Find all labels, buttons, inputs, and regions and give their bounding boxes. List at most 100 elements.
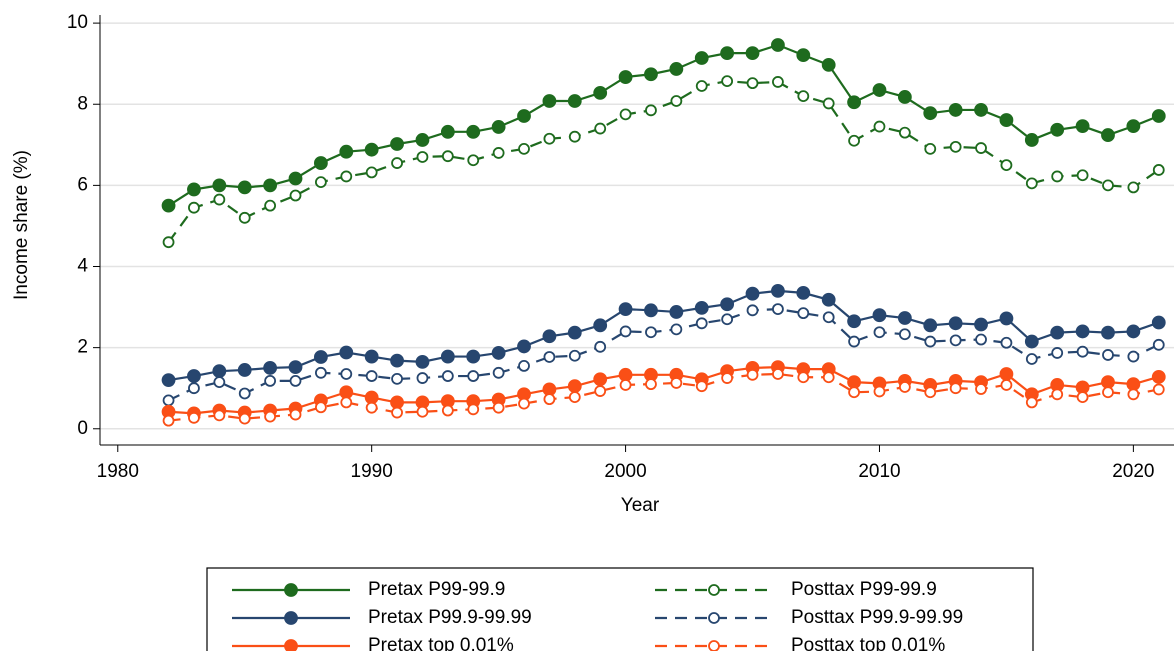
- marker: [644, 67, 658, 82]
- marker: [441, 370, 454, 382]
- marker: [797, 90, 810, 103]
- marker: [467, 370, 480, 382]
- marker: [416, 151, 429, 163]
- marker: [1051, 347, 1064, 359]
- legend-label: Posttax P99.9-99.99: [791, 607, 963, 628]
- marker: [721, 313, 734, 326]
- y-tick-label: 10: [67, 12, 88, 33]
- marker: [1102, 179, 1114, 192]
- marker: [491, 346, 506, 360]
- marker: [999, 311, 1014, 326]
- marker: [1051, 388, 1064, 401]
- marker: [847, 314, 861, 329]
- marker: [364, 349, 379, 364]
- marker: [645, 378, 657, 391]
- marker: [467, 154, 480, 167]
- marker: [924, 335, 937, 348]
- marker: [695, 317, 708, 330]
- series-line: [168, 366, 1160, 415]
- marker: [1025, 396, 1038, 409]
- marker: [745, 46, 760, 61]
- marker: [440, 349, 455, 364]
- marker: [618, 302, 633, 317]
- marker: [213, 193, 226, 206]
- marker: [924, 142, 937, 155]
- marker: [796, 48, 811, 63]
- marker: [708, 584, 720, 596]
- marker: [567, 379, 582, 394]
- marker: [975, 333, 987, 346]
- marker: [848, 386, 860, 399]
- marker: [644, 303, 658, 318]
- marker: [314, 366, 327, 379]
- marker: [340, 170, 353, 183]
- marker: [1050, 122, 1065, 137]
- marker: [999, 113, 1014, 127]
- y-tick-label: 2: [77, 337, 88, 358]
- x-tick-label: 2010: [858, 461, 900, 482]
- marker: [568, 391, 581, 404]
- marker: [594, 122, 607, 135]
- marker: [340, 396, 353, 409]
- marker: [1050, 325, 1065, 340]
- legend-label: Pretax P99-99.9: [368, 579, 505, 600]
- marker: [213, 376, 226, 389]
- marker: [289, 375, 302, 387]
- marker: [467, 403, 480, 416]
- marker: [645, 104, 657, 117]
- marker: [518, 397, 530, 410]
- marker: [797, 307, 810, 320]
- marker: [264, 375, 277, 387]
- marker: [873, 385, 886, 398]
- marker: [1051, 170, 1064, 183]
- marker: [618, 367, 633, 382]
- marker: [238, 412, 251, 425]
- marker: [1126, 377, 1141, 392]
- marker: [771, 38, 785, 52]
- marker: [543, 393, 556, 406]
- marker: [822, 371, 835, 384]
- marker: [897, 311, 912, 325]
- marker: [619, 379, 632, 391]
- marker: [1025, 177, 1038, 190]
- marker: [491, 120, 506, 134]
- marker: [365, 401, 378, 414]
- marker: [1024, 133, 1039, 147]
- marker: [339, 385, 354, 400]
- marker: [1101, 128, 1115, 142]
- marker: [284, 639, 298, 651]
- marker: [999, 367, 1014, 381]
- marker: [466, 349, 481, 364]
- marker: [898, 126, 911, 139]
- marker: [390, 137, 404, 151]
- marker: [923, 318, 938, 333]
- marker: [847, 95, 861, 110]
- marker: [1102, 386, 1114, 399]
- marker: [365, 166, 378, 179]
- marker: [288, 171, 303, 186]
- marker: [1151, 369, 1166, 384]
- marker: [492, 147, 505, 159]
- marker: [517, 339, 531, 354]
- legend-box: [206, 567, 1034, 651]
- marker: [1000, 379, 1013, 391]
- marker: [948, 316, 963, 331]
- y-tick-label: 6: [77, 174, 88, 195]
- marker: [1127, 388, 1140, 401]
- marker: [1151, 109, 1166, 123]
- marker: [772, 368, 784, 380]
- marker: [567, 94, 582, 108]
- x-axis-label: Year: [621, 495, 660, 516]
- series-line: [167, 80, 1160, 243]
- marker: [594, 340, 607, 353]
- marker: [313, 350, 328, 364]
- marker: [975, 142, 987, 154]
- marker: [188, 382, 200, 395]
- marker: [745, 286, 760, 301]
- marker: [975, 383, 987, 395]
- marker: [898, 328, 911, 341]
- marker: [441, 150, 454, 163]
- marker: [364, 390, 379, 405]
- marker: [238, 387, 251, 400]
